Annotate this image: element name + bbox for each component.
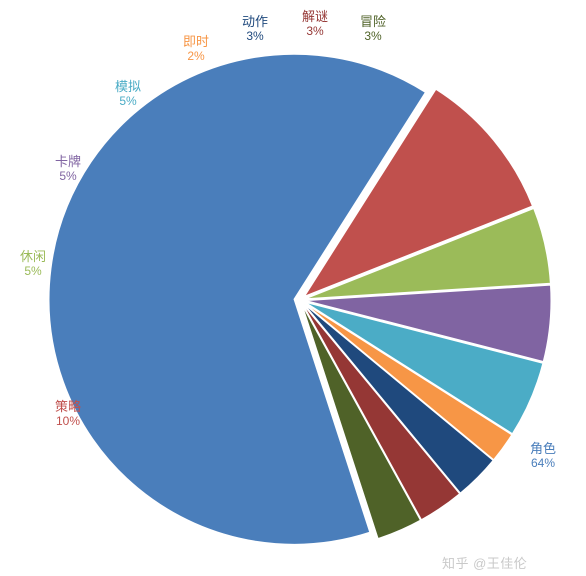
slice-label-name: 冒险 — [360, 15, 386, 30]
slice-label: 卡牌5% — [55, 155, 81, 184]
slice-label: 动作3% — [242, 15, 268, 44]
slice-label: 休闲5% — [20, 250, 46, 279]
slice-label-pct: 3% — [360, 30, 386, 44]
slice-label-name: 休闲 — [20, 250, 46, 265]
slice-label-name: 即时 — [183, 35, 209, 50]
slice-label: 即时2% — [183, 35, 209, 64]
slice-label-pct: 64% — [530, 457, 556, 471]
slice-label: 策略10% — [55, 400, 81, 429]
slice-label-pct: 5% — [55, 170, 81, 184]
slice-label-name: 解谜 — [302, 10, 328, 25]
watermark-text: 知乎 @王佳伦 — [442, 553, 527, 572]
slice-label: 冒险3% — [360, 15, 386, 44]
slice-label-pct: 3% — [302, 25, 328, 39]
slice-label-name: 动作 — [242, 15, 268, 30]
slice-label: 解谜3% — [302, 10, 328, 39]
slice-label-name: 卡牌 — [55, 155, 81, 170]
slice-label-pct: 3% — [242, 30, 268, 44]
slice-label-name: 策略 — [55, 400, 81, 415]
slice-label-pct: 2% — [183, 50, 209, 64]
pie-chart — [0, 0, 586, 576]
slice-label-name: 模拟 — [115, 80, 141, 95]
slice-label-pct: 5% — [115, 95, 141, 109]
slice-label-pct: 10% — [55, 415, 81, 429]
slice-label: 角色64% — [530, 442, 556, 471]
slice-label: 模拟5% — [115, 80, 141, 109]
slice-label-name: 角色 — [530, 442, 556, 457]
slice-label-pct: 5% — [20, 265, 46, 279]
